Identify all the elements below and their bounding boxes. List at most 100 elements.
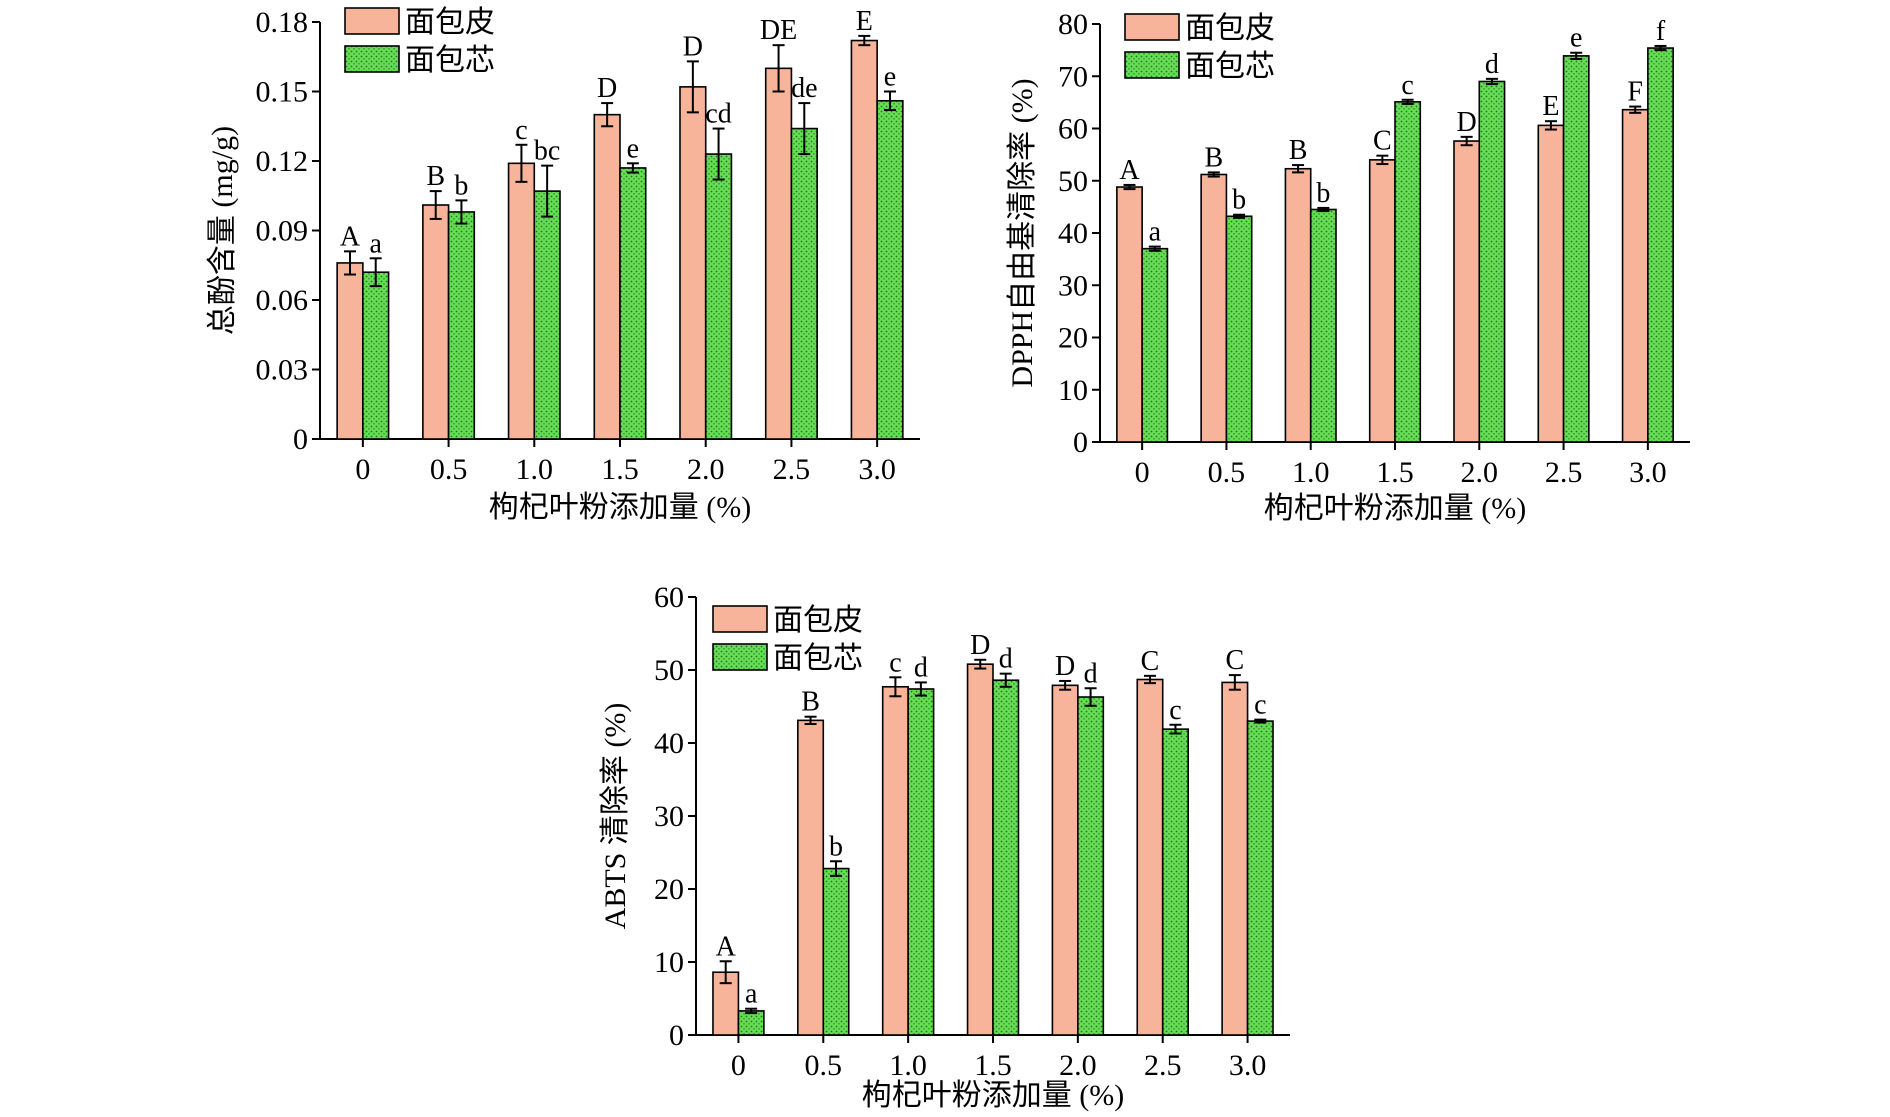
significance-label: A [1119, 155, 1140, 186]
y-tick-label: 50 [1058, 165, 1088, 198]
significance-label: d [999, 644, 1013, 675]
bar-crumb [1141, 247, 1169, 443]
significance-label: c [1169, 695, 1181, 726]
legend-swatch-crumb [712, 643, 768, 671]
legend-swatch-crumb [1124, 51, 1180, 79]
significance-label: D [1457, 107, 1477, 138]
bar-crumb [737, 1010, 765, 1036]
x-axis-title: 枸杞叶粉添加量 (%) [862, 1079, 1124, 1112]
y-tick-label: 60 [1058, 113, 1088, 146]
bar-crust [850, 39, 878, 440]
x-tick-label: 1.0 [516, 453, 554, 486]
bar-crust [1453, 140, 1481, 443]
bar-crust [1221, 681, 1249, 1036]
significance-label: A [716, 931, 737, 962]
bar-crumb [1077, 696, 1105, 1036]
y-tick-label: 0 [293, 423, 308, 456]
y-tick-label: 0 [1073, 426, 1088, 459]
significance-label: C [1225, 645, 1244, 676]
legend-label: 面包芯 [773, 642, 863, 675]
significance-label: B [1204, 142, 1223, 173]
significance-label: C [1373, 126, 1392, 157]
y-tick-label: 60 [654, 581, 684, 614]
significance-label: B [1289, 135, 1308, 166]
significance-label: D [1055, 651, 1075, 682]
significance-label: d [914, 652, 928, 683]
significance-label: e [1570, 23, 1582, 54]
significance-label: b [829, 831, 843, 862]
y-tick-label: 20 [654, 873, 684, 906]
bar-crumb [876, 99, 904, 440]
y-tick-label: 80 [1058, 8, 1088, 41]
bar-crumb [992, 679, 1020, 1036]
bar-crust [1200, 173, 1228, 443]
significance-label: b [454, 170, 468, 201]
bar-crumb [447, 211, 476, 440]
bar-crust [881, 685, 909, 1036]
bar-crust [336, 262, 364, 440]
x-tick-label: 3.0 [1229, 1049, 1267, 1082]
significance-label: a [369, 228, 382, 259]
bar-crust [966, 663, 994, 1036]
bar-crumb [822, 867, 850, 1036]
significance-label: E [856, 6, 873, 37]
y-tick-label: 30 [654, 800, 684, 833]
x-axis-title: 枸杞叶粉添加量 (%) [1264, 492, 1526, 525]
bar-crumb [1478, 80, 1506, 443]
legend-label: 面包皮 [1185, 12, 1275, 45]
significance-label: C [1141, 646, 1160, 677]
significance-label: d [1485, 49, 1499, 80]
x-tick-label: 2.5 [773, 453, 811, 486]
bar-crumb [704, 153, 733, 440]
y-tick-label: 0.15 [256, 76, 309, 109]
significance-label: F [1627, 77, 1643, 108]
significance-label: A [340, 221, 361, 252]
x-axis-title: 枸杞叶粉添加量 (%) [489, 491, 751, 524]
legend-label: 面包芯 [1185, 50, 1275, 83]
significance-label: DE [760, 15, 797, 46]
bar-crumb [533, 190, 561, 440]
significance-label: b [1232, 185, 1246, 216]
x-tick-label: 2.5 [1144, 1049, 1182, 1082]
x-tick-label: 0.5 [1208, 456, 1246, 489]
legend-label: 面包芯 [405, 44, 495, 77]
y-tick-label: 40 [654, 727, 684, 760]
bar-crumb [1562, 55, 1590, 443]
bar-crust [1284, 167, 1312, 443]
significance-label: e [884, 62, 896, 93]
significance-label: D [597, 73, 617, 104]
x-tick-label: 0.5 [430, 453, 468, 486]
x-tick-label: 0 [355, 453, 370, 486]
bar-crumb [1161, 728, 1189, 1036]
y-tick-label: 0.12 [256, 145, 309, 178]
x-tick-label: 2.5 [1545, 456, 1583, 489]
bar-crust [679, 86, 707, 440]
significance-label: E [1542, 91, 1559, 122]
bar-crumb [1647, 47, 1674, 443]
significance-label: cd [705, 99, 731, 130]
bar-crumb [1394, 101, 1422, 443]
bar-crust [1136, 678, 1164, 1036]
significance-label: c [1401, 70, 1413, 101]
significance-label: f [1656, 16, 1666, 47]
y-tick-label: 10 [1058, 374, 1088, 407]
significance-label: B [801, 687, 820, 718]
significance-label: c [889, 647, 901, 678]
significance-label: d [1084, 658, 1098, 689]
x-tick-label: 0 [731, 1049, 746, 1082]
bar-crust [1368, 159, 1396, 443]
bar-crumb [790, 127, 818, 440]
y-tick-label: 70 [1058, 60, 1088, 93]
significance-label: bc [534, 136, 560, 167]
x-tick-label: 1.5 [601, 453, 639, 486]
bar-crumb [1309, 208, 1337, 443]
y-tick-label: 0.03 [256, 354, 309, 387]
bar-crust [593, 113, 621, 440]
bar-crust [1621, 108, 1649, 443]
bar-crumb [1246, 720, 1274, 1036]
chart-3: 0 10 20 30 40 50 60 0 0.5 1.0 1.5 2.0 2.5 3.0 A Bc D D C Ca… [599, 581, 1290, 1112]
significance-label: D [683, 31, 703, 62]
significance-label: c [515, 115, 527, 146]
significance-label: c [1254, 690, 1266, 721]
bar-crumb [907, 688, 935, 1036]
